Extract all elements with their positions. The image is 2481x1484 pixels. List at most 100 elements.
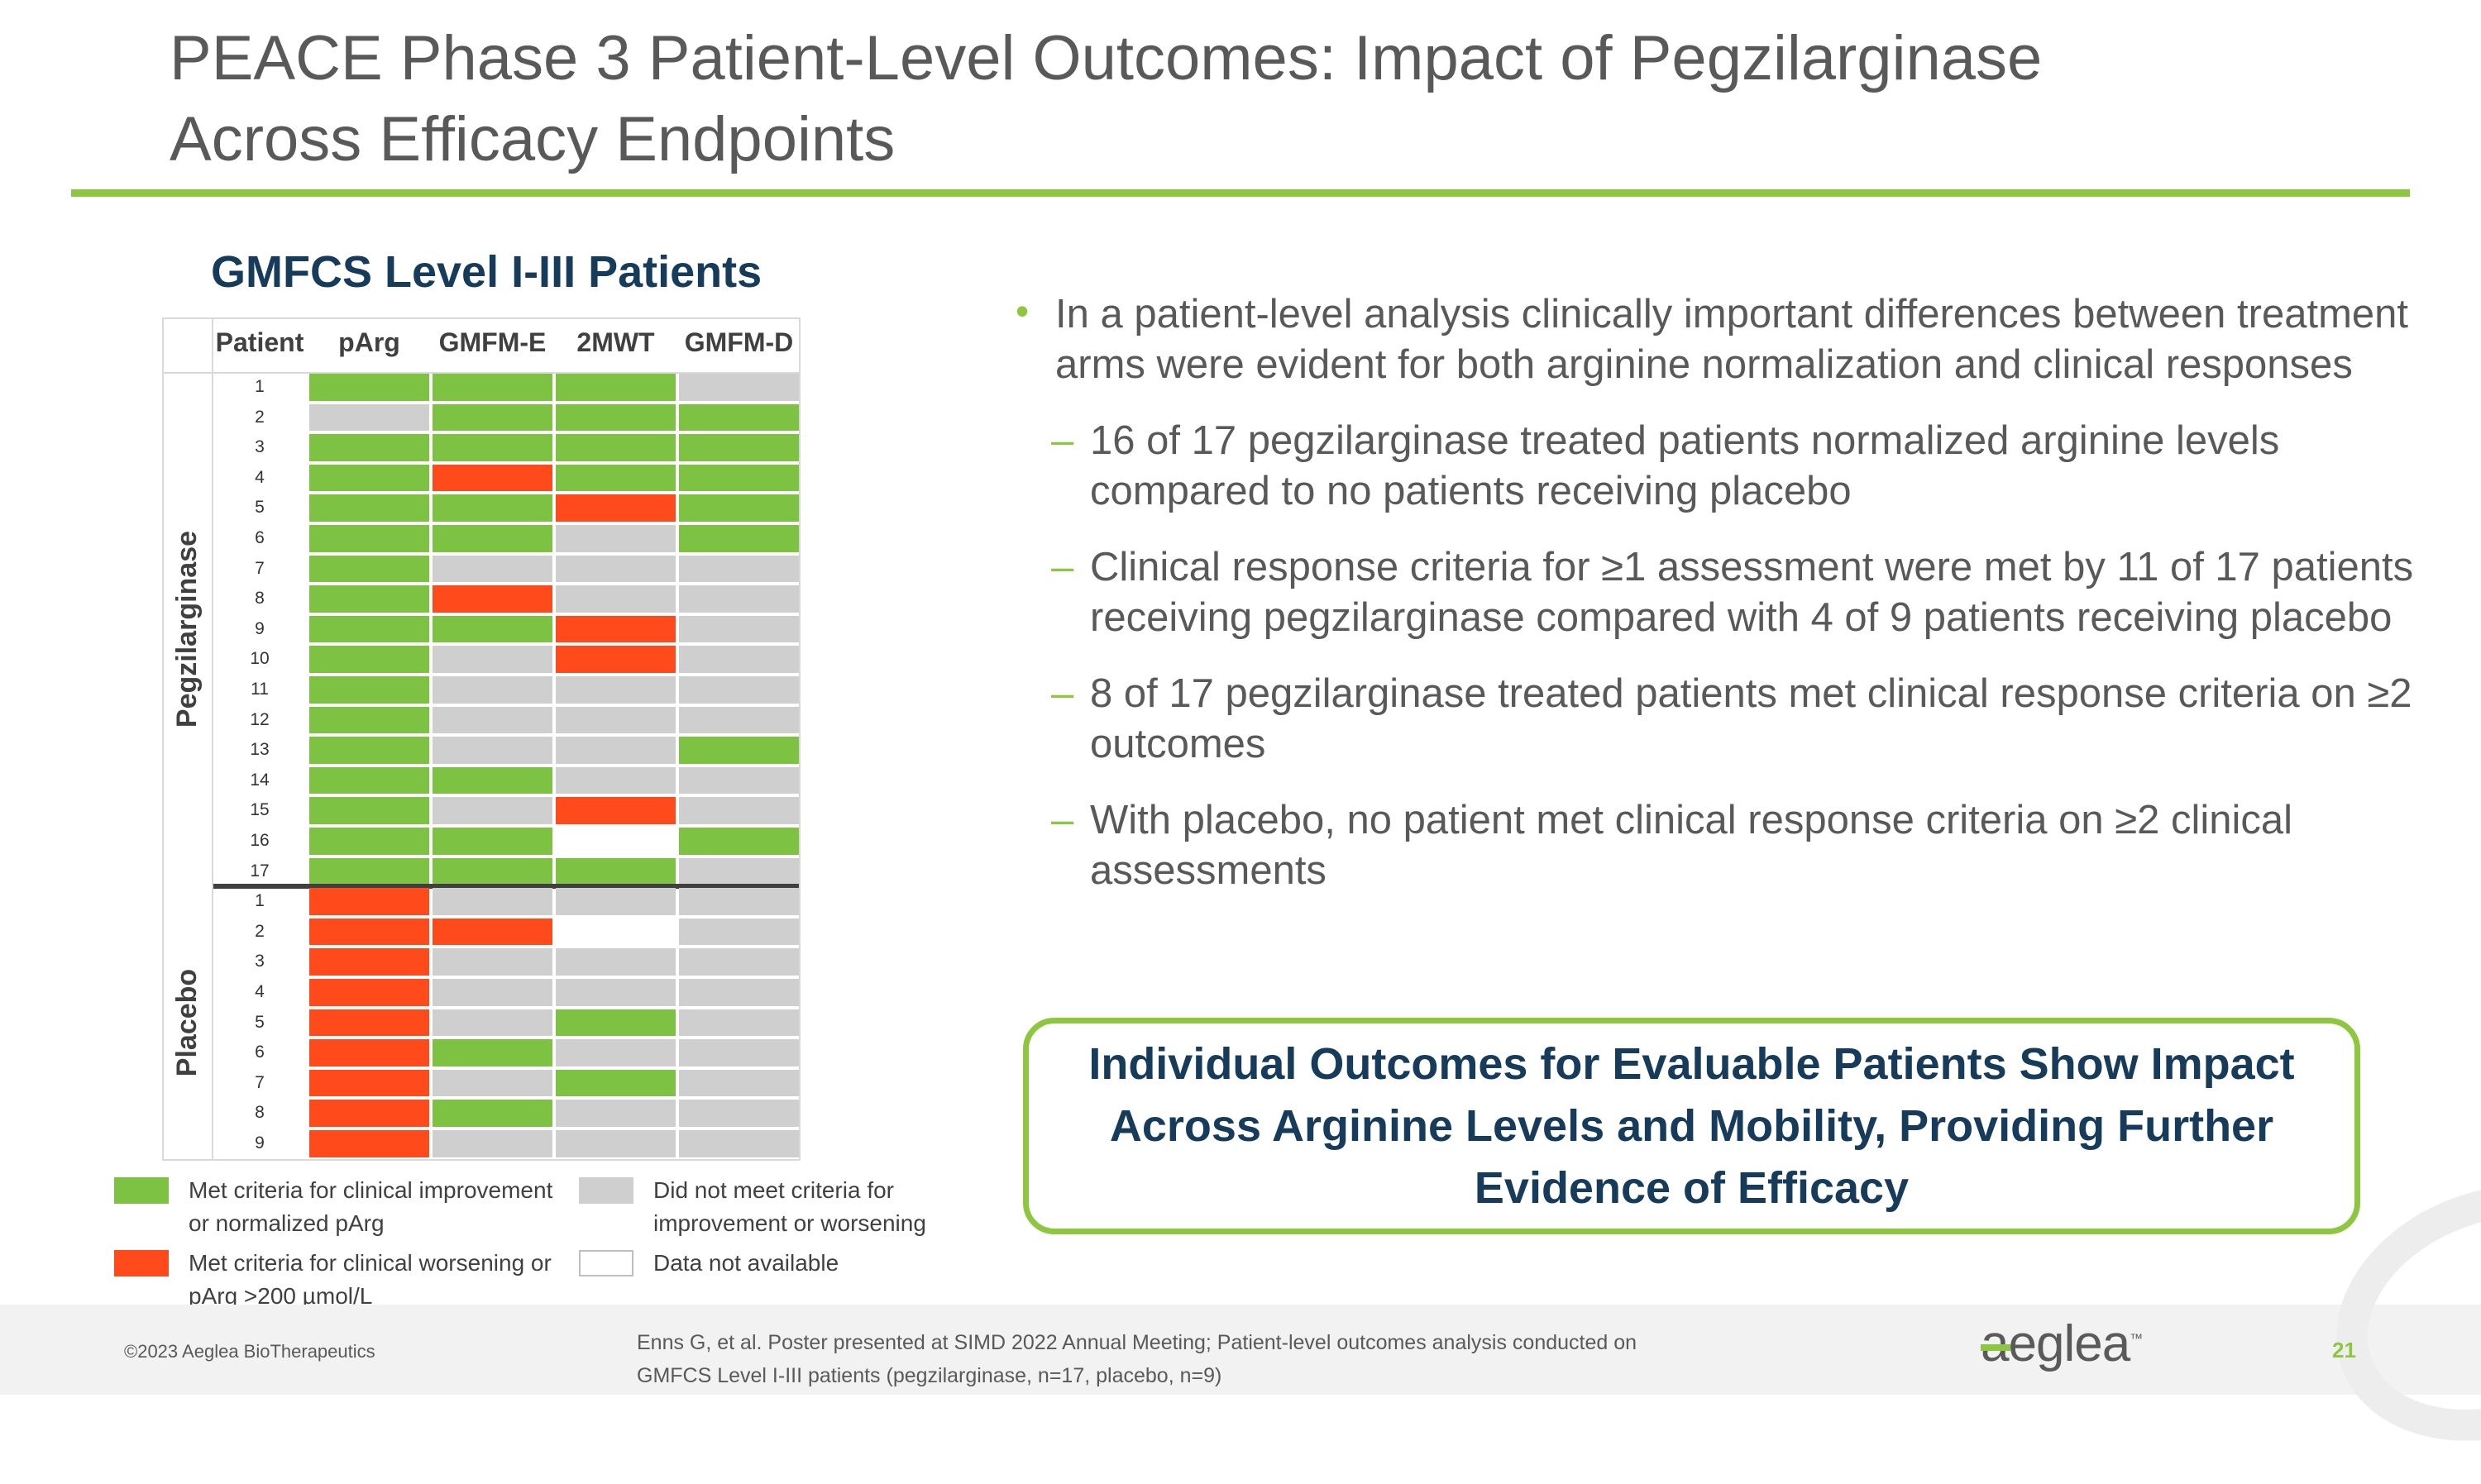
outcome-cell <box>679 828 799 855</box>
patient-number: 9 <box>255 1133 265 1152</box>
grid-border <box>162 372 801 374</box>
outcome-cell <box>556 1100 676 1127</box>
outcome-cell <box>433 403 552 432</box>
bullet-sub-1: – 16 of 17 pegzilarginase treated patien… <box>1016 416 2421 517</box>
outcome-cell <box>679 797 799 824</box>
column-header-patient: Patient <box>215 327 304 357</box>
legend-label: Met criteria for clinical improvement or… <box>189 1177 553 1236</box>
outcome-cell <box>556 737 676 764</box>
outcome-cell <box>433 737 552 764</box>
grid-border <box>162 317 801 319</box>
outcome-cell <box>556 615 676 643</box>
grid-border <box>162 1158 801 1161</box>
outcome-cell <box>679 1039 799 1066</box>
outcome-cell <box>309 676 429 704</box>
patient-number: 4 <box>255 467 265 487</box>
patient-number: 3 <box>255 952 265 971</box>
outcome-cell <box>679 1130 799 1157</box>
sub-bullet-marker: – <box>1051 418 1074 463</box>
bullet-sub-4: – With placebo, no patient met clinical … <box>1016 795 2421 896</box>
patient-number: 5 <box>255 1012 265 1032</box>
patient-number: 17 <box>250 861 270 880</box>
title-divider <box>71 189 2410 197</box>
patient-number: 15 <box>250 800 270 820</box>
legend-swatch <box>114 1250 169 1276</box>
patient-number: 1 <box>255 891 265 911</box>
logo-accent-bar <box>1981 1344 2010 1351</box>
bullet-sub-3: – 8 of 17 pegzilarginase treated patient… <box>1016 669 2421 770</box>
patient-number: 6 <box>255 1043 265 1062</box>
outcome-cell <box>679 585 799 613</box>
bullet-main: • In a patient-level analysis clinically… <box>1016 289 2421 390</box>
grid-border <box>799 317 801 1159</box>
outcome-cell <box>433 766 552 794</box>
logo-trademark: ™ <box>2130 1332 2143 1347</box>
patient-number: 6 <box>255 528 265 547</box>
patient-number: 3 <box>255 437 265 457</box>
patient-number: 16 <box>250 831 270 850</box>
outcome-cell <box>556 646 676 673</box>
outcome-cell <box>309 737 429 764</box>
outcome-cell <box>556 948 676 976</box>
outcome-cell <box>433 434 552 461</box>
outcome-cell <box>556 1069 676 1097</box>
patient-number: 14 <box>250 770 270 790</box>
outcome-cell <box>433 1009 552 1037</box>
patient-number: 10 <box>250 649 270 669</box>
outcome-cell <box>679 676 799 704</box>
outcome-cell <box>556 494 676 522</box>
outcome-cell <box>679 525 799 552</box>
legend-item-met: Met criteria for clinical improvement or… <box>114 1174 569 1240</box>
outcome-cell <box>309 525 429 552</box>
bullet-sub-text: Clinical response criteria for ≥1 assess… <box>1090 545 2414 640</box>
outcome-cell <box>433 1100 552 1127</box>
outcome-cell <box>309 646 429 673</box>
patient-number: 8 <box>255 589 265 608</box>
bullet-main-text: In a patient-level analysis clinically i… <box>1055 292 2408 387</box>
group-divider <box>212 884 801 890</box>
copyright: ©2023 Aeglea BioTherapeutics <box>124 1341 375 1362</box>
outcome-cell <box>309 1039 429 1066</box>
outcome-cell <box>556 585 676 613</box>
outcome-cell <box>433 706 552 734</box>
slide-title: PEACE Phase 3 Patient-Level Outcomes: Im… <box>170 18 2320 180</box>
legend-label: Met criteria for clinical worsening or p… <box>189 1250 552 1309</box>
outcome-cell <box>309 1100 429 1127</box>
outcome-cell <box>679 374 799 401</box>
footer-bar <box>0 1305 2481 1395</box>
patient-number: 1 <box>255 377 265 396</box>
outcome-cell <box>679 615 799 643</box>
outcome-cell <box>309 434 429 461</box>
outcome-cell <box>433 1039 552 1066</box>
column-header-gmfm-e: GMFM-E <box>438 327 547 357</box>
outcome-cell <box>309 374 429 401</box>
outcome-cell <box>556 464 676 492</box>
outcome-cell <box>309 797 429 824</box>
outcome-cell <box>679 464 799 492</box>
outcome-cell <box>433 918 552 946</box>
outcome-cell <box>309 555 429 583</box>
outcome-cell <box>679 948 799 976</box>
outcome-cell <box>309 888 429 915</box>
legend-item-worse: Met criteria for clinical worsening or p… <box>114 1247 569 1313</box>
outcome-cell <box>309 403 429 432</box>
citation: Enns G, et al. Poster presented at SIMD … <box>637 1331 1637 1387</box>
patient-number: 9 <box>255 618 265 638</box>
grid-border <box>162 317 164 1159</box>
outcome-cell <box>556 1039 676 1066</box>
outcome-cell <box>309 464 429 492</box>
outcome-cell <box>556 828 676 855</box>
outcome-cell <box>433 555 552 583</box>
outcome-cell <box>556 706 676 734</box>
outcome-cell <box>433 374 552 401</box>
outcome-cell <box>309 615 429 643</box>
legend-label: Did not meet criteria for improvement or… <box>653 1177 926 1236</box>
outcome-cell <box>556 434 676 461</box>
outcome-cell <box>679 918 799 946</box>
patient-number: 2 <box>255 921 265 941</box>
callout-text: Individual Outcomes for Evaluable Patien… <box>1088 1038 2295 1213</box>
outcome-cell <box>679 1100 799 1127</box>
patient-number: 5 <box>255 498 265 518</box>
sub-bullet-marker: – <box>1051 545 1074 589</box>
legend-item-not-met: Did not meet criteria for improvement or… <box>579 1174 1034 1240</box>
